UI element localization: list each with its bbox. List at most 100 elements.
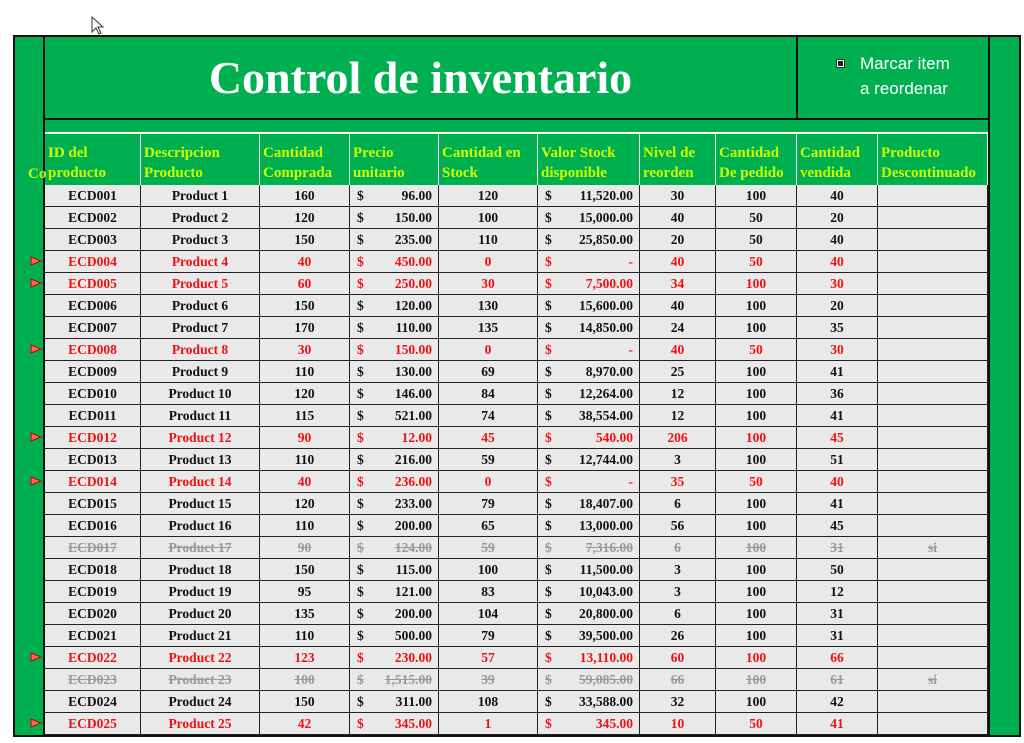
- cell: Product 14: [141, 471, 260, 493]
- cell-text: 84: [481, 386, 495, 401]
- cell: 6: [640, 603, 716, 625]
- cell: 41: [797, 405, 878, 427]
- amount: 345.00: [394, 716, 432, 731]
- cell: $450.00: [350, 251, 439, 273]
- cell-text: 40: [670, 254, 685, 269]
- reorder-flag: [30, 476, 42, 486]
- cell-text: 30: [481, 276, 495, 291]
- cell: ECD017: [45, 537, 141, 559]
- cell-text: 79: [481, 496, 495, 511]
- currency: $: [357, 430, 364, 445]
- cell-text: 31: [830, 540, 844, 555]
- cell: 25: [640, 361, 716, 383]
- cell: ECD020: [45, 603, 141, 625]
- cell: Product 4: [141, 251, 260, 273]
- cell: 60: [640, 647, 716, 669]
- cell-text: 40: [670, 298, 685, 313]
- cell: 160: [260, 185, 350, 207]
- cell: 31: [797, 603, 878, 625]
- cell: ECD013: [45, 449, 141, 471]
- column-header: Producto Descontinuado: [878, 134, 988, 185]
- cell-text: 100: [745, 606, 767, 621]
- cell: $15,000.00: [538, 207, 640, 229]
- cell-text: 110: [478, 232, 498, 247]
- cell: 20: [797, 295, 878, 317]
- amount: 235.00: [394, 232, 432, 247]
- column-header: Cantidad en Stock: [439, 134, 538, 185]
- cell: $540.00: [538, 427, 640, 449]
- amount: 216.00: [394, 452, 432, 467]
- amount: 13,000.00: [579, 518, 633, 533]
- cell-text: 45: [481, 430, 495, 445]
- amount: 110.00: [395, 320, 432, 335]
- cell-text: 0: [484, 342, 492, 357]
- cell: [878, 691, 988, 713]
- amount: 25,850.00: [579, 232, 633, 247]
- currency: $: [357, 408, 364, 423]
- cell: $18,407.00: [538, 493, 640, 515]
- currency: $: [357, 232, 364, 247]
- cell: $14,850.00: [538, 317, 640, 339]
- cell: 40: [797, 471, 878, 493]
- cell: ECD003: [45, 229, 141, 251]
- cell: 110: [260, 449, 350, 471]
- cell: 30: [260, 339, 350, 361]
- cell: 26: [640, 625, 716, 647]
- cell: 123: [260, 647, 350, 669]
- cell-text: 12: [830, 584, 844, 599]
- cell: 100: [716, 669, 797, 691]
- cell: 83: [439, 581, 538, 603]
- cell: 130: [439, 295, 538, 317]
- cell-text: 3: [674, 584, 681, 599]
- cell-text: 135: [294, 606, 315, 621]
- cell: 100: [716, 691, 797, 713]
- cell: 60: [260, 273, 350, 295]
- cell: ECD011: [45, 405, 141, 427]
- cell: ECD004: [45, 251, 141, 273]
- reorder-flag: [30, 432, 42, 442]
- cell-text: Product 14: [168, 474, 232, 489]
- hidden-column-header: Co: [28, 166, 47, 182]
- cell-text: 100: [745, 562, 767, 577]
- cell: [878, 295, 988, 317]
- amount: 150.00: [394, 342, 432, 357]
- cell-text: 41: [830, 408, 844, 423]
- currency: $: [545, 210, 552, 225]
- cell-text: ECD019: [68, 584, 117, 599]
- reorder-flag: [30, 344, 42, 354]
- cell-text: 59: [481, 452, 495, 467]
- cell: 135: [260, 603, 350, 625]
- cell: $7,316.00: [538, 537, 640, 559]
- checkbox[interactable]: [836, 59, 845, 68]
- cell-text: 100: [745, 386, 767, 401]
- title: Control de inventario: [45, 37, 798, 118]
- cell: 65: [439, 515, 538, 537]
- cell-text: 120: [294, 496, 315, 511]
- cell: 100: [439, 207, 538, 229]
- checkbox-label[interactable]: Marcar item a reordenar: [860, 54, 950, 98]
- cell: 39: [439, 669, 538, 691]
- cell: 170: [260, 317, 350, 339]
- cell: 100: [716, 427, 797, 449]
- cell-text: Product 2: [171, 210, 229, 225]
- cell-text: 110: [294, 452, 315, 467]
- cell-text: 36: [830, 386, 844, 401]
- currency: $: [357, 716, 364, 731]
- cell: ECD009: [45, 361, 141, 383]
- cell-text: 40: [297, 474, 312, 489]
- cell: Product 21: [141, 625, 260, 647]
- cell-text: 42: [830, 694, 844, 709]
- cell: 45: [797, 515, 878, 537]
- cell-text: ECD023: [68, 672, 117, 687]
- cell: 90: [260, 537, 350, 559]
- cell: 59: [439, 537, 538, 559]
- currency: $: [357, 518, 364, 533]
- cell: $121.00: [350, 581, 439, 603]
- cell-text: Product 11: [168, 408, 232, 423]
- cell-text: Product 9: [171, 364, 229, 379]
- cell: Product 16: [141, 515, 260, 537]
- cell-text: 170: [294, 320, 315, 335]
- amount: 39,500.00: [579, 628, 633, 643]
- amount: 12,264.00: [579, 386, 633, 401]
